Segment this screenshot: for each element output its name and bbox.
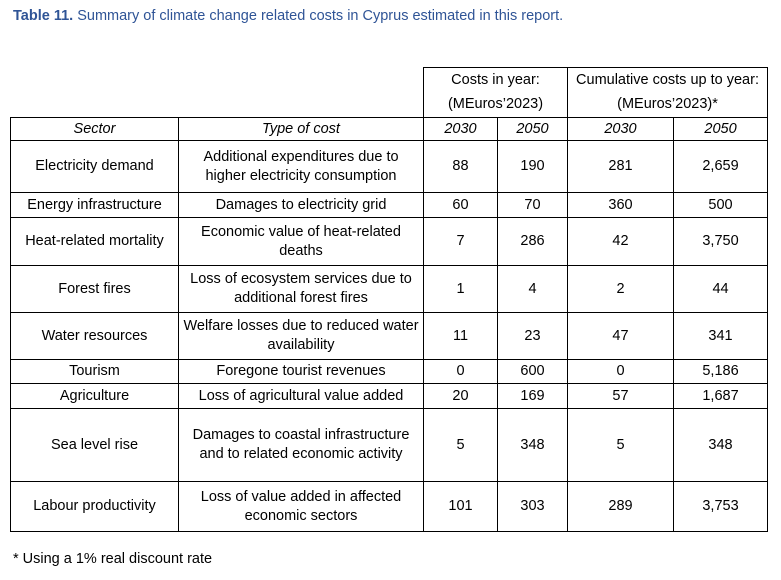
type-of-cost-cell: Damages to coastal infrastructure and to… (178, 408, 424, 482)
cumulative-2030-cell: 281 (567, 140, 674, 193)
type-of-cost-cell: Additional expenditures due to higher el… (178, 140, 424, 193)
blank-corner-sector (11, 68, 179, 118)
column-header-year-cum-2030: 2030 (567, 117, 674, 141)
table-row: Heat-related mortality Economic value of… (10, 217, 769, 266)
cumulative-2050-cell: 3,753 (672, 481, 769, 532)
table-row: Electricity demand Additional expenditur… (10, 140, 769, 193)
cost-2030-cell: 7 (423, 217, 498, 266)
sector-cell: Water resources (10, 312, 179, 360)
blank-corner-type (179, 68, 424, 118)
cost-2030-cell: 88 (423, 140, 498, 193)
table-caption-label: Table 11. (13, 8, 74, 24)
cost-2050-cell: 600 (497, 359, 568, 384)
table-caption: Table 11. Summary of climate change rela… (13, 8, 563, 24)
group-header-cumulative-costs: Cumulative costs up to year: (MEuros’202… (566, 67, 769, 118)
column-header-year-cost-2030: 2030 (423, 117, 498, 141)
cost-2030-cell: 1 (423, 265, 498, 313)
cost-2030-cell: 20 (423, 383, 498, 409)
type-of-cost-cell: Welfare losses due to reduced water avai… (178, 312, 424, 360)
column-header-year-cost-2050: 2050 (497, 117, 568, 141)
cumulative-2030-cell: 0 (567, 359, 674, 384)
footnote: * Using a 1% real discount rate (13, 551, 213, 567)
cost-2050-cell: 4 (497, 265, 568, 313)
sector-cell: Labour productivity (10, 481, 179, 532)
table-row: Agriculture Loss of agricultural value a… (10, 383, 769, 409)
cumulative-2030-cell: 2 (567, 265, 674, 313)
cost-2030-cell: 101 (423, 481, 498, 532)
column-header-sector: Sector (10, 117, 179, 141)
cumulative-2030-cell: 57 (567, 383, 674, 409)
cumulative-2030-cell: 289 (567, 481, 674, 532)
cost-2050-cell: 169 (497, 383, 568, 409)
cumulative-2050-cell: 348 (672, 408, 769, 482)
group-header-row: Costs in year: (MEuros’2023) Cumulative … (11, 67, 769, 118)
cost-2050-cell: 70 (497, 192, 568, 218)
cumulative-2050-cell: 44 (672, 265, 769, 313)
cumulative-2030-cell: 42 (567, 217, 674, 266)
cost-2050-cell: 190 (497, 140, 568, 193)
cumulative-2050-cell: 500 (672, 192, 769, 218)
cumulative-2030-cell: 5 (567, 408, 674, 482)
cost-2030-cell: 60 (423, 192, 498, 218)
cost-2030-cell: 5 (423, 408, 498, 482)
table-row: Tourism Foregone tourist revenues 0 600 … (10, 359, 769, 384)
type-of-cost-cell: Economic value of heat-related deaths (178, 217, 424, 266)
column-header-type-of-cost: Type of cost (178, 117, 424, 141)
cumulative-2050-cell: 1,687 (672, 383, 769, 409)
cost-2050-cell: 286 (497, 217, 568, 266)
type-of-cost-cell: Loss of agricultural value added (178, 383, 424, 409)
cost-2030-cell: 11 (423, 312, 498, 360)
sector-cell: Tourism (10, 359, 179, 384)
group-header-costs-line2: (MEuros’2023) (447, 95, 544, 112)
cumulative-2050-cell: 2,659 (672, 140, 769, 193)
column-header-year-cum-2050: 2050 (672, 117, 769, 141)
sector-cell: Agriculture (10, 383, 179, 409)
sector-cell: Electricity demand (10, 140, 179, 193)
cost-2050-cell: 23 (497, 312, 568, 360)
type-of-cost-cell: Foregone tourist revenues (178, 359, 424, 384)
type-of-cost-cell: Damages to electricity grid (178, 192, 424, 218)
cumulative-2050-cell: 341 (672, 312, 769, 360)
sector-cell: Sea level rise (10, 408, 179, 482)
type-of-cost-cell: Loss of value added in affected economic… (178, 481, 424, 532)
sector-cell: Heat-related mortality (10, 217, 179, 266)
sector-cell: Forest fires (10, 265, 179, 313)
cumulative-2050-cell: 5,186 (672, 359, 769, 384)
cumulative-2050-cell: 3,750 (672, 217, 769, 266)
cost-2030-cell: 0 (423, 359, 498, 384)
table-caption-text: Summary of climate change related costs … (77, 8, 564, 24)
cost-2050-cell: 303 (497, 481, 568, 532)
table-body: Electricity demand Additional expenditur… (10, 140, 769, 532)
table-row: Forest fires Loss of ecosystem services … (10, 265, 769, 313)
table-row: Energy infrastructure Damages to electri… (10, 192, 769, 218)
column-header-row: Sector Type of cost 2030 2050 2030 2050 (10, 117, 769, 141)
table-row: Sea level rise Damages to coastal infras… (10, 408, 769, 482)
climate-costs-table: Costs in year: (MEuros’2023) Cumulative … (10, 67, 769, 532)
group-header-cumulative-line2: (MEuros’2023)* (617, 95, 718, 112)
table-row: Labour productivity Loss of value added … (10, 481, 769, 532)
cost-2050-cell: 348 (497, 408, 568, 482)
group-header-costs-in-year: Costs in year: (MEuros’2023) (423, 67, 568, 118)
type-of-cost-cell: Loss of ecosystem services due to additi… (178, 265, 424, 313)
sector-cell: Energy infrastructure (10, 192, 179, 218)
table-row: Water resources Welfare losses due to re… (10, 312, 769, 360)
cumulative-2030-cell: 47 (567, 312, 674, 360)
group-header-cumulative-line1: Cumulative costs up to year: (576, 72, 759, 89)
group-header-costs-line1: Costs in year: (451, 72, 540, 89)
cumulative-2030-cell: 360 (567, 192, 674, 218)
